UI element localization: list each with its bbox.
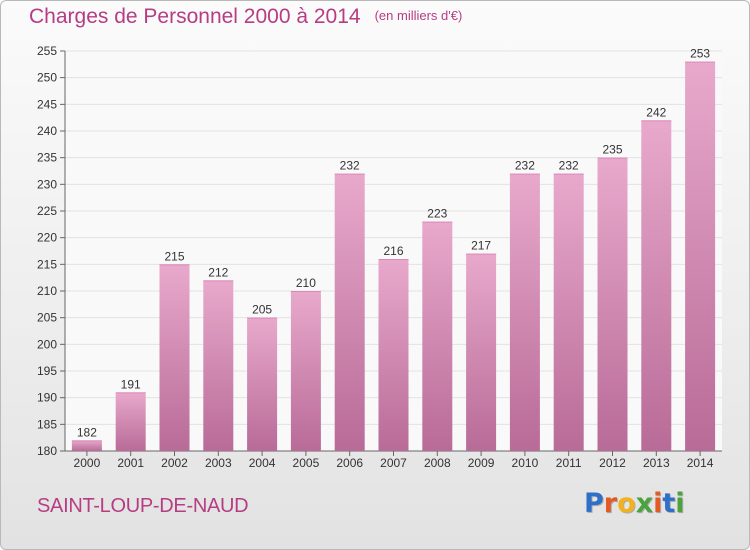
data-label: 215 xyxy=(164,249,184,263)
x-tick-label: 2014 xyxy=(687,456,714,470)
y-tick-label: 210 xyxy=(37,284,57,298)
x-tick-label: 2011 xyxy=(556,456,582,470)
y-tick-label: 180 xyxy=(37,444,57,458)
x-tick-label: 2001 xyxy=(117,456,144,470)
y-tick-label: 190 xyxy=(37,391,57,405)
data-label: 232 xyxy=(559,159,579,173)
x-tick-label: 2003 xyxy=(205,456,232,470)
bar xyxy=(203,280,234,451)
bar xyxy=(641,120,672,451)
y-tick-label: 250 xyxy=(37,71,57,85)
y-tick-label: 205 xyxy=(37,311,57,325)
y-tick-label: 200 xyxy=(37,337,57,351)
bar xyxy=(553,173,584,451)
chart-subtitle: (en milliers d'€) xyxy=(374,8,463,23)
x-tick-label: 2005 xyxy=(293,456,320,470)
data-label: 217 xyxy=(471,239,491,253)
data-label: 205 xyxy=(252,303,272,317)
y-tick-label: 225 xyxy=(37,204,57,218)
chart-title-text: Charges de Personnel 2000 à 2014 xyxy=(29,5,361,28)
data-label: 212 xyxy=(208,265,228,279)
x-tick-label: 2013 xyxy=(643,456,670,470)
y-tick-label: 240 xyxy=(37,124,57,138)
proxiti-logo: Proxiti xyxy=(584,488,685,519)
y-tick-label: 220 xyxy=(37,231,57,245)
logo-letter: i xyxy=(653,488,663,519)
logo-letter: r xyxy=(603,488,618,519)
chart-title: Charges de Personnel 2000 à 2014 (en mill… xyxy=(29,5,462,29)
bar xyxy=(378,259,409,451)
x-tick-label: 2010 xyxy=(512,456,539,470)
y-tick-label: 235 xyxy=(37,151,57,165)
data-label: 182 xyxy=(77,425,97,439)
logo-letter: P xyxy=(584,488,604,519)
data-label: 232 xyxy=(340,159,360,173)
logo-letter: i xyxy=(675,488,685,519)
y-tick-label: 185 xyxy=(37,417,57,431)
bar xyxy=(509,173,540,451)
data-label: 235 xyxy=(602,143,622,157)
x-tick-label: 2007 xyxy=(380,456,407,470)
logo-letter: t xyxy=(662,488,676,519)
bar xyxy=(334,173,365,451)
bar xyxy=(115,392,146,451)
bar xyxy=(685,61,716,452)
x-tick-label: 2000 xyxy=(74,456,101,470)
commune-name: SAINT-LOUP-DE-NAUD xyxy=(37,495,249,517)
data-label: 242 xyxy=(646,105,666,119)
bar xyxy=(159,264,190,451)
y-tick-label: 245 xyxy=(37,97,57,111)
data-label: 223 xyxy=(427,207,447,221)
data-label: 191 xyxy=(121,377,141,391)
data-label: 216 xyxy=(383,244,403,258)
y-tick-label: 255 xyxy=(37,44,57,58)
x-tick-label: 2006 xyxy=(336,456,363,470)
y-tick-label: 215 xyxy=(37,257,57,271)
bar xyxy=(597,157,628,451)
data-label: 210 xyxy=(296,276,316,290)
bar xyxy=(466,253,497,451)
bar xyxy=(290,291,321,451)
logo-letter: o xyxy=(617,488,636,519)
x-tick-label: 2012 xyxy=(599,456,626,470)
data-label: 232 xyxy=(515,159,535,173)
y-tick-label: 230 xyxy=(37,177,57,191)
x-tick-label: 2008 xyxy=(424,456,451,470)
bar xyxy=(247,317,278,451)
y-tick-label: 195 xyxy=(37,364,57,378)
x-tick-label: 2009 xyxy=(468,456,495,470)
x-tick-label: 2002 xyxy=(161,456,188,470)
x-tick-label: 2004 xyxy=(249,456,276,470)
bar xyxy=(71,440,102,451)
logo-letter: x xyxy=(635,488,654,519)
data-label: 253 xyxy=(690,47,710,61)
bar xyxy=(422,221,453,451)
